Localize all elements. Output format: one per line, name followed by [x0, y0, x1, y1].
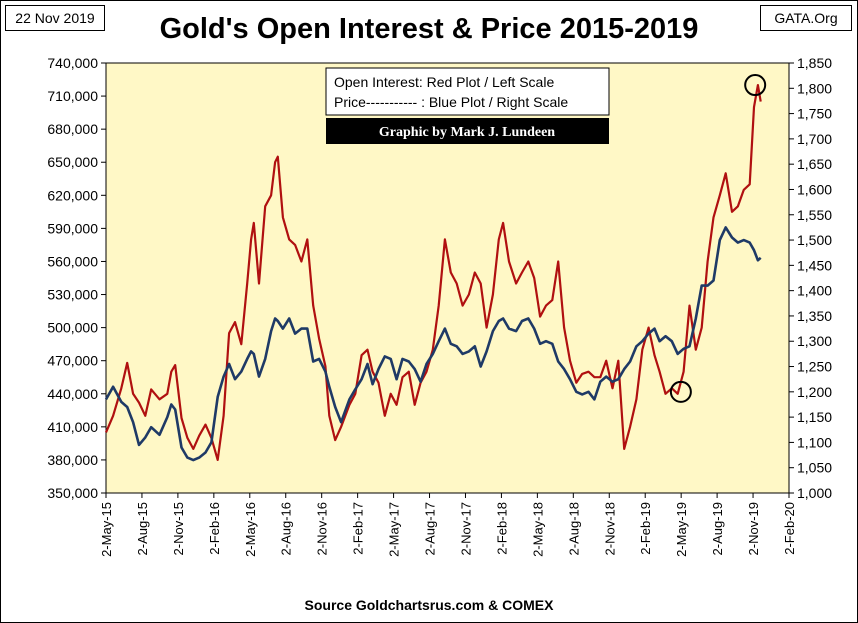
right-axis-tick-label: 1,650 [797, 156, 832, 172]
left-axis-tick-label: 620,000 [47, 187, 98, 203]
site-label: GATA.Org [760, 5, 852, 31]
right-axis-tick-label: 1,150 [797, 409, 832, 425]
credit-box [326, 118, 609, 144]
right-axis-tick-label: 1,750 [797, 106, 832, 122]
x-axis-tick-label: 2-May-16 [243, 502, 258, 557]
left-axis-tick-label: 740,000 [47, 55, 98, 71]
x-axis-tick-label: 2-Nov-19 [746, 502, 761, 555]
legend-price: Price----------- : Blue Plot / Right Sca… [334, 94, 568, 110]
axes: 350,000 380,000 410,000 440,000 470,000 500,0… [47, 55, 832, 557]
right-axis-tick-label: 1,450 [797, 257, 832, 273]
left-axis-tick-label: 380,000 [47, 452, 98, 468]
open-interest-line [104, 83, 762, 461]
price-series [104, 226, 762, 462]
left-axis-tick-label: 590,000 [47, 220, 98, 236]
annotation-circle-1 [669, 380, 692, 403]
x-axis-tick-label: 2-Nov-16 [315, 502, 330, 555]
x-axis-tick-label: 2-Feb-20 [782, 502, 797, 555]
credit-label: Graphic by Mark J. Lundeen [379, 125, 555, 140]
x-axis-tick-label: 2-May-19 [674, 502, 689, 557]
price-line [104, 226, 762, 462]
right-axis-tick-label: 1,800 [797, 80, 832, 96]
right-axis-tick-label: 1,050 [797, 460, 832, 476]
left-axis-tick-label: 560,000 [47, 253, 98, 269]
right-axis-tick-label: 1,600 [797, 181, 832, 197]
x-axis-tick-label: 2-May-17 [387, 502, 402, 557]
x-axis-tick-label: 2-Nov-17 [458, 502, 473, 555]
left-axis-tick-label: 470,000 [47, 353, 98, 369]
x-axis-tick-label: 2-Nov-15 [171, 502, 186, 555]
legend-box [325, 67, 610, 116]
left-axis-tick-label: 710,000 [47, 88, 98, 104]
right-axis-tick-label: 1,500 [797, 232, 832, 248]
left-axis-tick-label: 350,000 [47, 485, 98, 501]
x-axis-tick-label: 2-Feb-17 [351, 502, 366, 555]
left-axis-tick-label: 500,000 [47, 320, 98, 336]
x-axis-tick-label: 2-Feb-16 [207, 502, 222, 555]
legend-open-interest: Open Interest: Red Plot / Left Scale [334, 74, 554, 90]
left-axis-tick-label: 680,000 [47, 121, 98, 137]
x-axis-tick-label: 2-Aug-19 [710, 502, 725, 555]
annotations [669, 74, 767, 403]
x-axis-tick-label: 2-Aug-15 [135, 502, 150, 555]
x-axis-tick-label: 2-May-18 [530, 502, 545, 557]
right-axis-tick-label: 1,100 [797, 434, 832, 450]
right-axis-tick-label: 1,400 [797, 283, 832, 299]
x-axis-tick-label: 2-Nov-18 [602, 502, 617, 555]
x-axis-tick-label: 2-Aug-16 [279, 502, 294, 555]
left-axis-tick-label: 410,000 [47, 419, 98, 435]
x-axis-tick-label: 2-Feb-18 [494, 502, 509, 555]
right-axis-tick-label: 1,700 [797, 131, 832, 147]
left-axis-tick-label: 440,000 [47, 386, 98, 402]
x-axis-tick-label: 2-May-15 [99, 502, 114, 557]
right-axis-tick-label: 1,850 [797, 55, 832, 71]
chart-title: Gold's Open Interest & Price 2015-2019 [159, 13, 699, 45]
right-axis-tick-label: 1,000 [797, 485, 832, 501]
x-axis-tick-label: 2-Aug-17 [423, 502, 438, 555]
right-axis-tick-label: 1,550 [797, 207, 832, 223]
left-axis-tick-label: 650,000 [47, 154, 98, 170]
x-axis-tick-label: 2-Aug-18 [566, 502, 581, 555]
right-axis-tick-label: 1,300 [797, 333, 832, 349]
x-axis-tick-label: 2-Feb-19 [638, 502, 653, 555]
date-label: 22 Nov 2019 [5, 5, 105, 31]
right-axis-tick-label: 1,250 [797, 359, 832, 375]
annotation-circle-2 [744, 74, 767, 97]
right-axis-tick-label: 1,200 [797, 384, 832, 400]
legend: Open Interest: Red Plot / Left Scale Pri… [325, 67, 610, 144]
source-footnote: Source Goldchartsrus.com & COMEX [304, 597, 554, 613]
left-axis-tick-label: 530,000 [47, 287, 98, 303]
right-axis-tick-label: 1,350 [797, 308, 832, 324]
open-interest-series [104, 83, 762, 461]
